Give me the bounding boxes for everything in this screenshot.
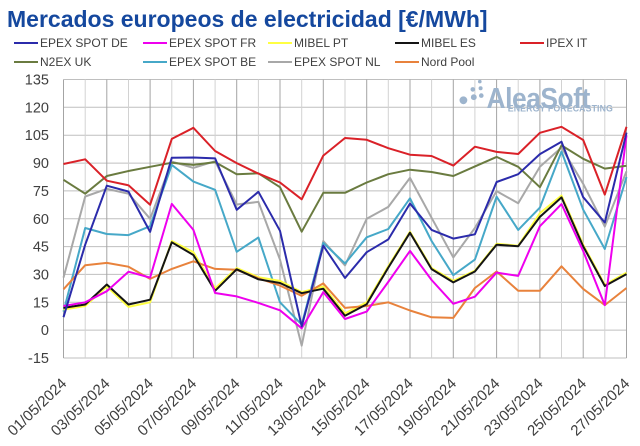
svg-text:15: 15 [33,295,49,311]
svg-text:ENERGY FORECASTING: ENERGY FORECASTING [508,104,613,114]
svg-text:60: 60 [33,212,49,228]
svg-text:90: 90 [33,156,49,172]
svg-text:30: 30 [33,267,49,283]
svg-text:135: 135 [25,73,49,89]
svg-text:75: 75 [33,184,49,200]
svg-text:120: 120 [25,100,49,116]
svg-text:-15: -15 [28,351,49,367]
svg-text:45: 45 [33,240,49,256]
svg-text:0: 0 [41,323,49,339]
svg-text:AleaSoft: AleaSoft [487,82,591,114]
svg-text:105: 105 [25,128,49,144]
